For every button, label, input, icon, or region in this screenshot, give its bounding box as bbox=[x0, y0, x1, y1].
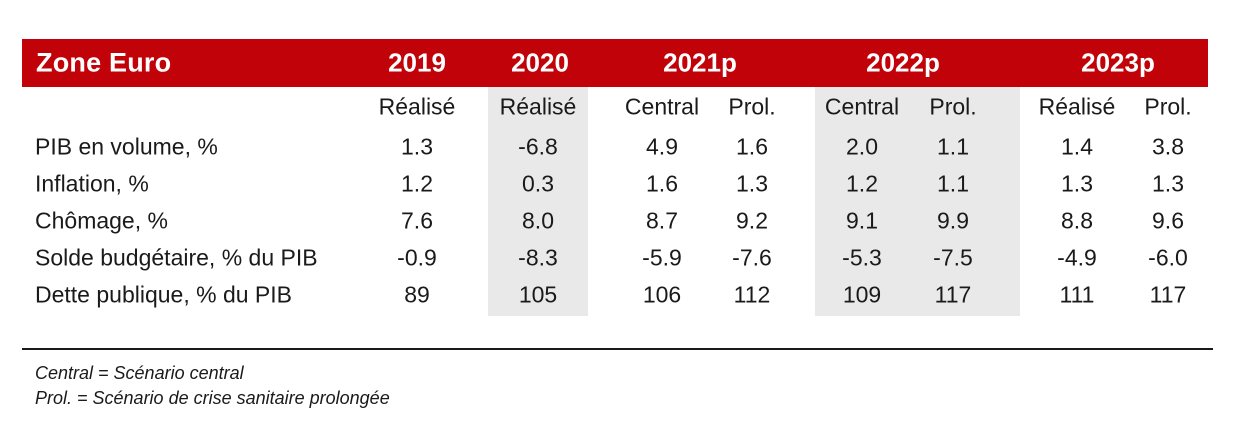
year-header-2019: 2019 bbox=[388, 47, 446, 78]
row-label: Inflation, % bbox=[35, 170, 149, 197]
table-cell: -6.8 bbox=[518, 133, 558, 160]
table-cell: 9.2 bbox=[736, 207, 768, 234]
table-cell: 117 bbox=[934, 281, 972, 308]
table-cell: -7.6 bbox=[732, 244, 772, 271]
footnote-central: Central = Scénario central bbox=[35, 363, 244, 383]
scenario-header: Réalisé bbox=[1038, 93, 1116, 120]
table-cell: 111 bbox=[1059, 281, 1095, 308]
table-title: Zone Euro bbox=[36, 47, 172, 78]
table-cell: -7.5 bbox=[933, 244, 973, 271]
table-cell: 109 bbox=[842, 281, 882, 308]
table-header-bar: Zone Euro 2019 2020 2021p 2022p 2023p bbox=[22, 39, 1208, 87]
table-cell: 7.6 bbox=[401, 207, 433, 234]
table-cell: -5.9 bbox=[642, 244, 682, 271]
scenario-header: Réalisé bbox=[499, 93, 577, 120]
table-cell: 1.3 bbox=[401, 133, 433, 160]
highlight-band-2022p bbox=[815, 87, 1020, 316]
table-cell: -8.3 bbox=[518, 244, 558, 271]
table-cell: 8.7 bbox=[646, 207, 678, 234]
table-cell: 117 bbox=[1149, 281, 1187, 308]
scenario-header: Central bbox=[624, 93, 700, 120]
scenario-header: Central bbox=[824, 93, 900, 120]
table-cell: 1.4 bbox=[1061, 133, 1093, 160]
table-cell: 1.3 bbox=[1152, 170, 1184, 197]
year-header-2022p: 2022p bbox=[866, 47, 940, 78]
row-label: Solde budgétaire, % du PIB bbox=[35, 244, 318, 271]
table-cell: 9.1 bbox=[846, 207, 878, 234]
table-cell: -0.9 bbox=[397, 244, 437, 271]
table-cell: -5.3 bbox=[842, 244, 882, 271]
table-cell: -4.9 bbox=[1057, 244, 1097, 271]
table-cell: 4.9 bbox=[646, 133, 678, 160]
table-cell: 1.2 bbox=[846, 170, 878, 197]
row-label: Dette publique, % du PIB bbox=[35, 281, 292, 308]
table-cell: 105 bbox=[518, 281, 558, 308]
table-cell: 0.3 bbox=[522, 170, 554, 197]
year-header-2023p: 2023p bbox=[1081, 47, 1155, 78]
table-cell: 1.1 bbox=[937, 170, 969, 197]
scenario-header: Réalisé bbox=[378, 93, 456, 120]
table-cell: 9.6 bbox=[1152, 207, 1184, 234]
table-cell: -6.0 bbox=[1148, 244, 1188, 271]
table-cell: 8.8 bbox=[1061, 207, 1093, 234]
footnote-prol: Prol. = Scénario de crise sanitaire prol… bbox=[35, 388, 390, 408]
scenario-header: Prol. bbox=[929, 93, 977, 120]
table-cell: 112 bbox=[733, 281, 771, 308]
row-label: PIB en volume, % bbox=[35, 133, 218, 160]
footnotes: Central = Scénario central Prol. = Scéna… bbox=[35, 361, 390, 411]
table-cell: 89 bbox=[404, 281, 430, 308]
scenario-header: Prol. bbox=[728, 93, 776, 120]
table-cell: 1.6 bbox=[736, 133, 768, 160]
table-cell: 1.2 bbox=[401, 170, 433, 197]
year-header-2021p: 2021p bbox=[663, 47, 737, 78]
scenario-header: Prol. bbox=[1144, 93, 1192, 120]
table-cell: 1.3 bbox=[1061, 170, 1093, 197]
table-cell: 8.0 bbox=[522, 207, 554, 234]
row-label: Chômage, % bbox=[35, 207, 168, 234]
table-cell: 106 bbox=[642, 281, 682, 308]
table-cell: 2.0 bbox=[846, 133, 878, 160]
table-cell: 9.9 bbox=[937, 207, 969, 234]
table-cell: 1.6 bbox=[646, 170, 678, 197]
table-cell: 3.8 bbox=[1152, 133, 1184, 160]
highlight-band-2020 bbox=[488, 87, 588, 316]
year-header-2020: 2020 bbox=[511, 47, 569, 78]
table-cell: 1.3 bbox=[736, 170, 768, 197]
table-cell: 1.1 bbox=[937, 133, 969, 160]
footer-divider bbox=[22, 348, 1213, 350]
